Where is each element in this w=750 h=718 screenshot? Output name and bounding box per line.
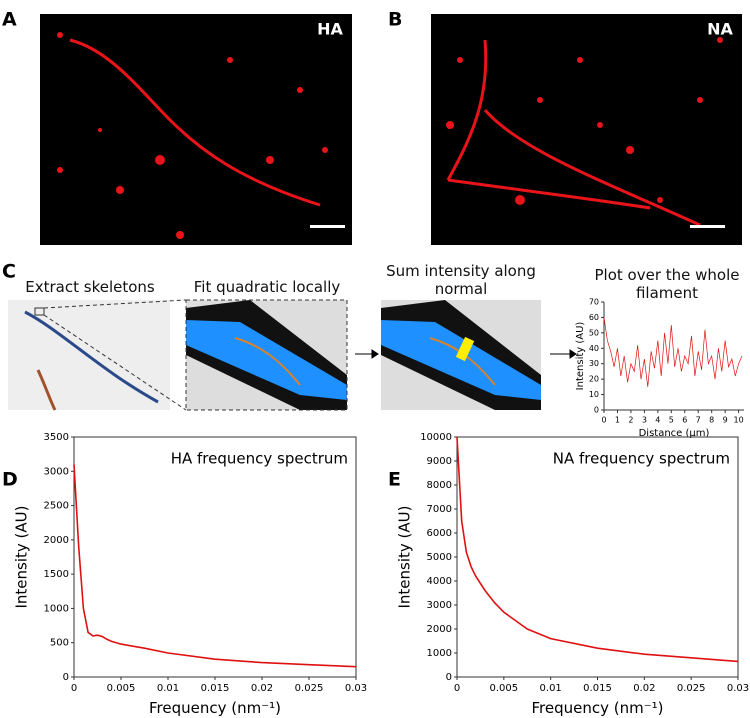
- x-tick-label: 8: [709, 416, 714, 425]
- x-tick-label: 9: [723, 416, 728, 425]
- x-tick-label: 6: [682, 416, 687, 425]
- plot-frame: [73, 436, 357, 678]
- y-tick-label: 7000: [427, 504, 452, 515]
- step-caption: Extract skeletons: [25, 278, 155, 296]
- x-tick-label: 0.02: [633, 683, 655, 694]
- x-tick-label: 0.015: [201, 683, 230, 694]
- y-tick-label: 70: [589, 298, 599, 307]
- step-caption: Sum intensity along normal: [386, 262, 536, 298]
- step-caption: Fit quadratic locally: [193, 278, 341, 296]
- y-tick-label: 5000: [427, 552, 452, 563]
- y-tick-label: 500: [50, 638, 69, 649]
- skeleton: [36, 369, 57, 411]
- x-tick-label: 1: [615, 416, 620, 425]
- y-tick-label: 1500: [44, 569, 69, 580]
- y-axis-label: Intensity (AU): [396, 505, 414, 608]
- panel-label: D: [2, 469, 18, 491]
- plot-frame: [456, 436, 739, 678]
- filaments: [69, 38, 701, 227]
- y-tick-label: 2000: [44, 535, 69, 546]
- panel-label: C: [2, 261, 16, 283]
- x-tick-label: 0.025: [295, 683, 324, 694]
- y-tick-label: 40: [589, 344, 599, 353]
- x-tick-label: 0.01: [540, 683, 562, 694]
- image-tag: HA: [317, 20, 343, 39]
- x-tick-label: 2: [628, 416, 633, 425]
- y-tick-label: 4000: [427, 576, 452, 587]
- y-tick-label: 6000: [427, 528, 452, 539]
- y-tick-label: 10: [589, 390, 599, 399]
- y-tick-label: 50: [589, 328, 599, 337]
- y-tick-label: 1000: [427, 648, 452, 659]
- y-tick-label: 3000: [44, 466, 69, 477]
- y-tick-label: 3500: [44, 432, 69, 443]
- x-tick-label: 4: [655, 416, 660, 425]
- image-tag: NA: [707, 20, 733, 39]
- chart-title: Plot over the whole filament: [594, 266, 740, 302]
- x-tick-label: 0.01: [157, 683, 179, 694]
- scale-bar: [310, 225, 345, 228]
- x-tick-label: 0.005: [107, 683, 136, 694]
- puncta: [57, 32, 723, 239]
- x-axis-label: Frequency (nm⁻¹): [531, 699, 663, 717]
- y-tick-label: 20: [589, 375, 599, 384]
- y-tick-label: 0: [594, 406, 599, 415]
- y-tick-label: 10000: [420, 432, 452, 443]
- y-tick-label: 8000: [427, 480, 452, 491]
- x-tick-label: 0: [71, 683, 77, 694]
- x-tick-label: 3: [642, 416, 647, 425]
- x-axis-label: Frequency (nm⁻¹): [149, 699, 281, 717]
- y-tick-label: 0: [446, 672, 452, 683]
- y-tick-label: 2000: [427, 624, 452, 635]
- y-tick-label: 3000: [427, 600, 452, 611]
- micrograph-ha: [40, 14, 352, 245]
- x-tick-label: 10: [734, 416, 744, 425]
- y-tick-label: 60: [589, 313, 599, 322]
- x-tick-label: 0.025: [677, 683, 706, 694]
- x-tick-label: 0.03: [727, 683, 749, 694]
- zoom-lines: [43, 299, 187, 411]
- chart-title: HA frequency spectrum: [171, 450, 348, 468]
- arrows: [355, 349, 577, 359]
- x-axis-label: Distance (μm): [639, 428, 710, 439]
- pixel-view: [185, 299, 541, 411]
- x-tick-label: 5: [669, 416, 674, 425]
- x-tick-label: 7: [696, 416, 701, 425]
- y-axis-label: Intensity (AU): [13, 505, 31, 608]
- y-tick-label: 30: [589, 359, 599, 368]
- x-tick-label: 0.03: [345, 683, 367, 694]
- x-tick-label: 0: [454, 683, 460, 694]
- y-tick-label: 2500: [44, 501, 69, 512]
- panel-label: E: [388, 469, 401, 491]
- data-line: [603, 317, 743, 387]
- y-tick-label: 9000: [427, 456, 452, 467]
- micrograph-na: [431, 14, 742, 245]
- skeleton: [24, 310, 159, 404]
- y-tick-label: 0: [63, 672, 69, 683]
- scale-bar: [690, 225, 725, 228]
- zoom-box: [34, 307, 45, 316]
- data-line: [456, 436, 739, 663]
- y-tick-label: 1000: [44, 603, 69, 614]
- x-tick-label: 0: [601, 416, 606, 425]
- data-line: [73, 464, 357, 668]
- x-tick-label: 0.02: [251, 683, 273, 694]
- y-axis-label: Intensity (AU): [575, 322, 586, 391]
- x-tick-label: 0.005: [490, 683, 519, 694]
- panel-label: A: [2, 9, 17, 31]
- panel-label: B: [388, 9, 402, 31]
- x-tick-label: 0.015: [583, 683, 612, 694]
- chart-title: NA frequency spectrum: [553, 450, 730, 468]
